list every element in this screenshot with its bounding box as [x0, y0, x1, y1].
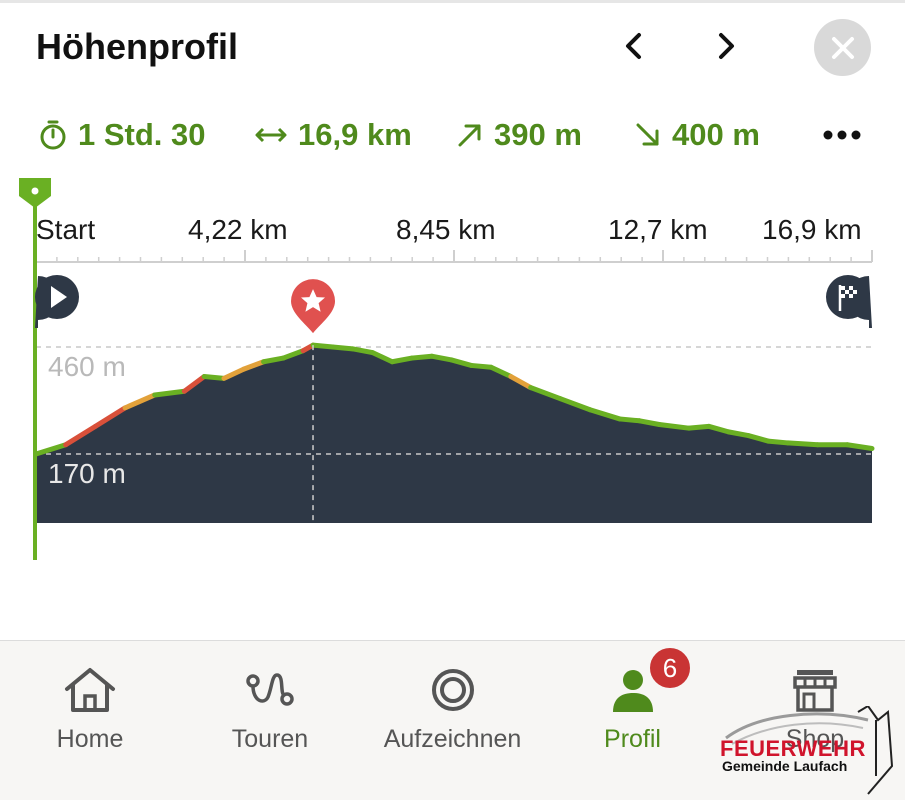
elevation-line-segment [389, 355, 415, 365]
elevation-line-segment [63, 423, 98, 448]
ascent-value: 390 m [494, 117, 582, 152]
elevation-label-460: 460 m [48, 351, 126, 382]
elevation-line-segment [122, 392, 158, 411]
tab-shop[interactable]: Shop [755, 641, 875, 771]
record-icon [431, 669, 474, 711]
shop-icon [793, 670, 837, 712]
elevation-line-segment [201, 374, 227, 381]
elevation-line-segment [745, 433, 771, 444]
elevation-line-segment [310, 342, 336, 350]
more-dots-icon [823, 130, 861, 140]
elevation-line-segment [844, 442, 875, 451]
tab-home[interactable]: Home [30, 641, 150, 771]
elevation-label-170: 170 m [48, 458, 126, 489]
elevation-line-segment [241, 359, 267, 372]
elevation-line-segment [261, 355, 286, 365]
close-icon [831, 36, 854, 59]
descent-arrow-icon [636, 123, 659, 146]
elevation-line-segment [617, 416, 643, 424]
stat-descent: 400 m [634, 110, 760, 160]
logo-title: FEUERWEHR [720, 736, 866, 761]
elevation-line-segment [706, 423, 732, 435]
stat-ascent: 390 m [456, 110, 582, 160]
elevation-line-segment [350, 346, 375, 356]
position-marker-handle[interactable] [19, 178, 51, 208]
tour-stats: 1 Std. 30 16,9 km 390 m 400 m [0, 110, 905, 160]
elevation-line-segment [528, 385, 563, 402]
elevation-line-segment [280, 348, 306, 361]
elevation-line-segment [330, 344, 356, 352]
elevation-line-segment [181, 374, 207, 394]
logo-subtitle: Gemeinde Laufach [722, 758, 848, 774]
tab-touren[interactable]: Touren [210, 641, 330, 771]
descent-value: 400 m [672, 117, 760, 152]
bottom-tab-bar: Home Touren Aufzeichnen Profil [0, 640, 905, 800]
star-pin-icon [291, 279, 336, 334]
elevation-line-segment [726, 429, 751, 439]
finish-flag-icon [826, 275, 872, 328]
page-title: Höhenprofil [36, 26, 238, 67]
elevation-line-segment [221, 366, 247, 381]
elevation-line-segment [785, 440, 821, 448]
elevation-line-segment [488, 364, 514, 380]
elevation-chart [19, 178, 875, 560]
play-icon [35, 275, 79, 328]
notification-badge: 6 [648, 646, 692, 690]
more-options-button[interactable] [818, 112, 866, 158]
elevation-profile[interactable]: Start 4,22 km 8,45 km 12,7 km 16,9 km 46… [0, 170, 905, 570]
x-tick-label: 12,7 km [608, 214, 708, 245]
x-tick-label: 16,9 km [762, 214, 862, 245]
elevation-line-segment [765, 438, 791, 446]
chevron-left-icon [626, 33, 641, 59]
route-icon [246, 673, 294, 706]
elevation-line-segment [449, 357, 474, 368]
elevation-line-segment [409, 353, 435, 361]
elevation-line-segment [33, 442, 69, 457]
elevation-line-segment [508, 374, 534, 391]
elevation-line-segment [637, 418, 662, 427]
tab-home-label: Home [56, 725, 124, 753]
duration-value: 1 Std. 30 [78, 117, 206, 152]
elevation-line-segment [468, 362, 494, 370]
elevation-line-segment [429, 353, 455, 363]
tab-profil[interactable]: Profil [575, 641, 690, 771]
tab-aufzeichnen-label: Aufzeichnen [383, 725, 522, 753]
tab-profil-label: Profil [604, 725, 661, 753]
elevation-area [36, 345, 872, 523]
elevation-line-segment [656, 421, 692, 431]
stat-duration: 1 Std. 30 [38, 110, 206, 160]
user-icon [612, 670, 653, 712]
tab-touren-label: Touren [231, 725, 309, 753]
next-button[interactable] [704, 24, 748, 68]
chevron-right-icon [719, 33, 734, 59]
distance-value: 16,9 km [298, 117, 412, 152]
close-button[interactable] [814, 19, 871, 76]
elevation-line-segment [587, 407, 623, 422]
elevation-line-segment [557, 396, 593, 413]
stopwatch-icon [40, 120, 66, 150]
tab-shop-label: Shop [785, 725, 845, 753]
elevation-line-segment [686, 423, 712, 431]
tab-aufzeichnen[interactable]: Aufzeichnen [370, 641, 535, 771]
home-icon [65, 668, 115, 712]
previous-button[interactable] [612, 24, 656, 68]
ascent-arrow-icon [458, 124, 481, 147]
elevation-line-segment [92, 405, 128, 429]
logo-swoosh [725, 706, 894, 795]
distance-arrows-icon [255, 127, 287, 143]
x-tick-label: 8,45 km [396, 214, 496, 245]
elevation-line-segment [369, 350, 395, 365]
elevation-line-segment [152, 388, 187, 398]
stat-distance: 16,9 km [254, 110, 412, 160]
header: Höhenprofil [0, 0, 905, 100]
feuerwehr-logo: FEUERWEHR Gemeinde Laufach [718, 706, 905, 800]
top-divider [0, 0, 905, 3]
x-tick-label: Start [36, 214, 96, 245]
x-tick-label: 4,22 km [188, 214, 288, 245]
